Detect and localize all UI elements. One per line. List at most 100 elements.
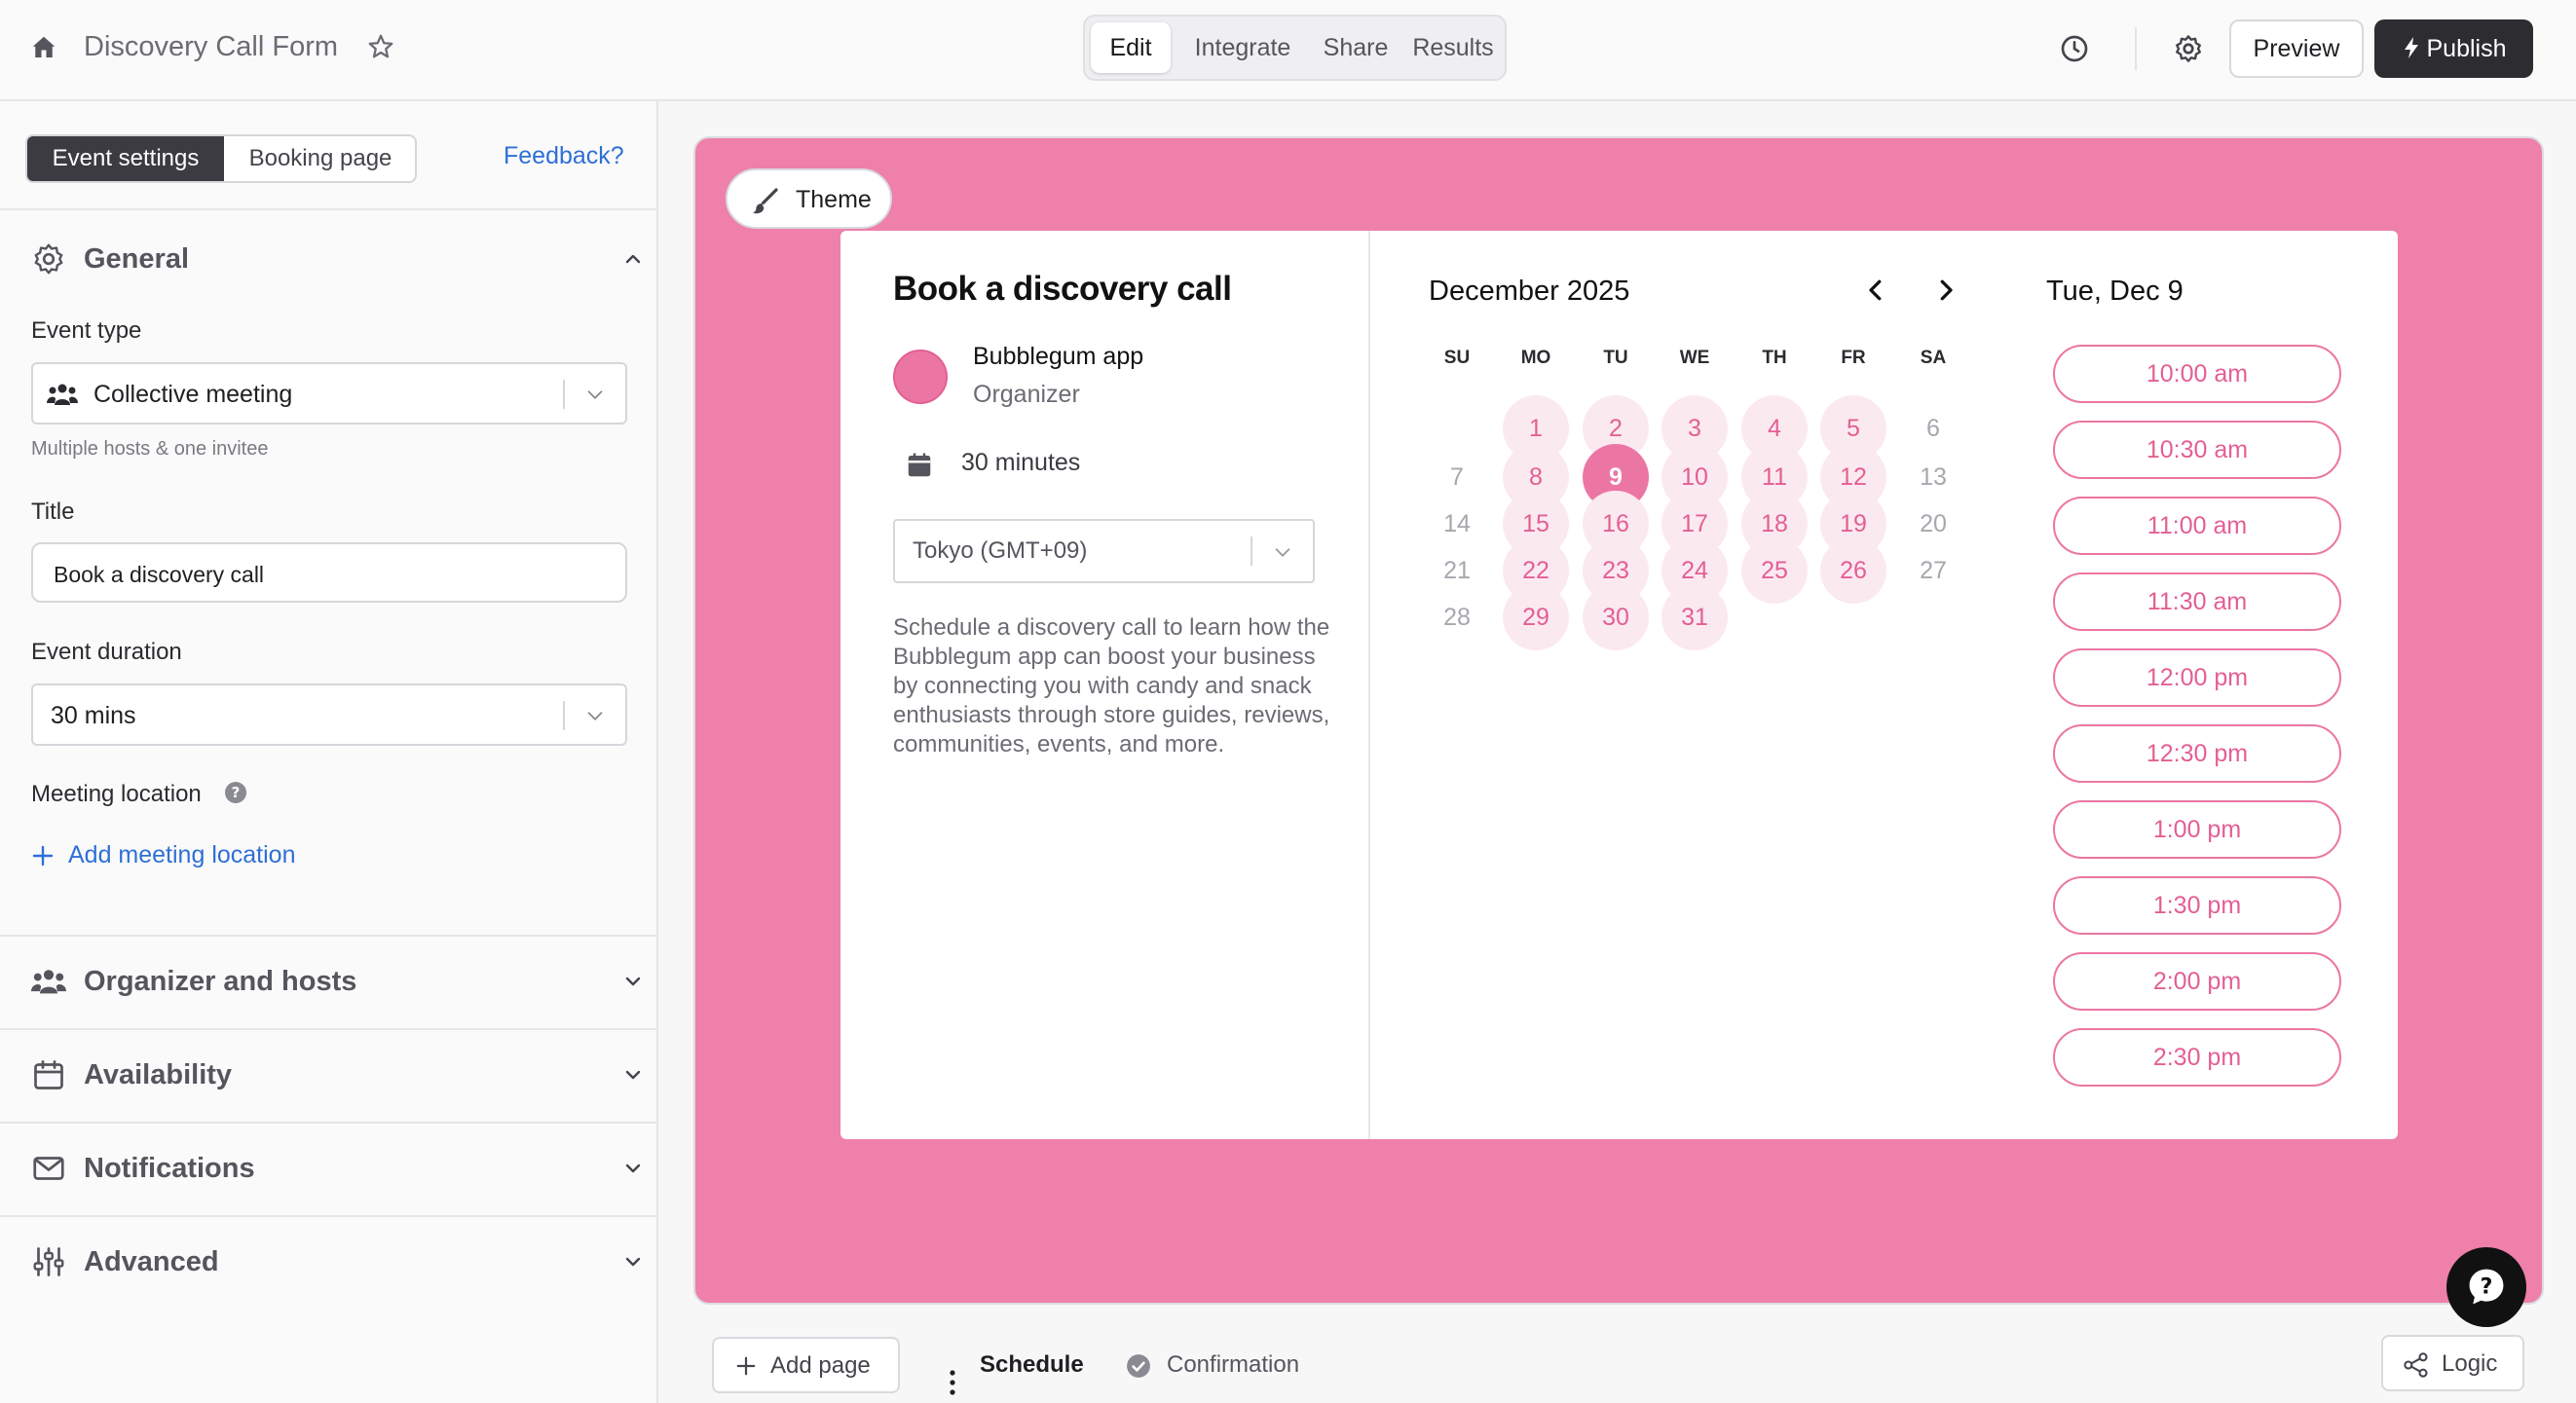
calendar-day: 21 <box>1443 557 1471 584</box>
booking-title: Book a discovery call <box>893 270 1232 308</box>
tab-event-settings[interactable]: Event settings <box>27 136 224 181</box>
section-organizer-header[interactable]: Organizer and hosts <box>31 960 645 1003</box>
feedback-link[interactable]: Feedback? <box>504 142 624 169</box>
divider <box>563 701 565 730</box>
time-slot-button[interactable]: 10:30 am <box>2053 421 2341 479</box>
star-icon[interactable] <box>366 32 395 61</box>
section-notifications-title: Notifications <box>84 1153 255 1184</box>
time-slot-button[interactable]: 11:00 am <box>2053 497 2341 555</box>
preview-button[interactable]: Preview <box>2229 19 2364 78</box>
calendar-day[interactable]: 31 <box>1661 584 1728 650</box>
section-availability-title: Availability <box>84 1059 233 1090</box>
history-icon[interactable] <box>2059 33 2090 64</box>
help-chat-button[interactable]: ? <box>2446 1247 2526 1327</box>
tab-results[interactable]: Results <box>1412 34 1494 61</box>
chevron-down-icon <box>1275 548 1290 557</box>
chat-help-icon: ? <box>2469 1269 2504 1305</box>
svg-text:?: ? <box>232 784 241 801</box>
calendar-day[interactable]: 26 <box>1820 537 1886 604</box>
weekday-label: FR <box>1841 348 1866 368</box>
paintbrush-icon <box>753 188 778 214</box>
divider <box>2135 27 2137 70</box>
location-label: Meeting location <box>31 781 202 807</box>
calendar-month: December 2025 <box>1429 276 1630 307</box>
calendar-day[interactable]: 29 <box>1503 584 1569 650</box>
title-input[interactable]: Book a discovery call <box>31 542 627 603</box>
page-tab-schedule[interactable]: Schedule <box>980 1351 1084 1378</box>
organizer-name: Bubblegum app <box>973 343 1144 370</box>
time-slot-button[interactable]: 10:00 am <box>2053 345 2341 403</box>
booking-card: Book a discovery call Bubblegum app Orga… <box>840 231 2398 1139</box>
publish-button[interactable]: Publish <box>2374 19 2533 78</box>
section-availability-header[interactable]: Availability <box>31 1053 645 1096</box>
chevron-left-icon[interactable] <box>1861 276 1890 305</box>
calendar-day[interactable]: 5 <box>1820 395 1886 462</box>
calendar-day: 7 <box>1450 463 1464 491</box>
time-slot-button[interactable]: 1:00 pm <box>2053 800 2341 859</box>
check-circle-icon <box>1127 1354 1150 1378</box>
time-slot-button[interactable]: 12:30 pm <box>2053 724 2341 783</box>
chevron-down-icon <box>587 712 603 720</box>
chevron-down-icon <box>625 1257 641 1267</box>
divider <box>1251 536 1252 566</box>
theme-button[interactable]: Theme <box>726 168 892 229</box>
time-slot-button[interactable]: 12:00 pm <box>2053 648 2341 707</box>
page-tab-confirmation[interactable]: Confirmation <box>1167 1351 1300 1378</box>
section-general-header[interactable]: General <box>31 238 645 280</box>
gear-icon <box>34 243 63 275</box>
gear-icon[interactable] <box>2173 33 2204 64</box>
more-options-icon[interactable] <box>944 1368 961 1397</box>
weekday-label: SA <box>1920 348 1947 368</box>
add-page-button[interactable]: Add page <box>712 1337 900 1393</box>
chevron-right-icon[interactable] <box>1931 276 1960 305</box>
time-slot-button[interactable]: 1:30 pm <box>2053 876 2341 935</box>
booking-description: Schedule a discovery call to learn how t… <box>893 614 1330 757</box>
event-type-select[interactable]: Collective meeting <box>31 362 627 425</box>
duration-text: 30 minutes <box>961 449 1081 476</box>
section-general-title: General <box>84 243 189 275</box>
duration-select[interactable]: 30 mins <box>31 683 627 746</box>
form-title[interactable]: Discovery Call Form <box>84 31 339 62</box>
weekday-label: TU <box>1603 348 1628 368</box>
sliders-icon <box>33 1247 64 1276</box>
tab-booking-page[interactable]: Booking page <box>248 145 392 171</box>
settings-tabs: Event settings Booking page <box>25 134 417 183</box>
calendar-day: 13 <box>1920 463 1947 491</box>
weekday-label: TH <box>1762 348 1787 368</box>
logic-button[interactable]: Logic <box>2381 1335 2524 1391</box>
timezone-select[interactable]: Tokyo (GMT+09) <box>893 519 1315 583</box>
calendar-day[interactable]: 30 <box>1583 584 1649 650</box>
divider <box>0 1215 656 1217</box>
help-icon[interactable]: ? <box>224 781 247 804</box>
section-advanced-header[interactable]: Advanced <box>31 1240 645 1283</box>
tab-edit[interactable]: Edit <box>1091 22 1171 73</box>
event-type-label: Event type <box>31 317 142 344</box>
time-slot-button[interactable]: 2:30 pm <box>2053 1028 2341 1087</box>
divider <box>0 935 656 937</box>
calendar-day: 28 <box>1443 604 1471 631</box>
section-advanced-title: Advanced <box>84 1246 219 1277</box>
chevron-down-icon <box>625 1163 641 1173</box>
time-slot-button[interactable]: 2:00 pm <box>2053 952 2341 1011</box>
section-organizer-title: Organizer and hosts <box>84 966 357 997</box>
divider <box>0 1122 656 1124</box>
section-notifications-header[interactable]: Notifications <box>31 1147 645 1190</box>
tab-share[interactable]: Share <box>1323 34 1389 61</box>
chevron-down-icon <box>625 977 641 986</box>
timezone-value: Tokyo (GMT+09) <box>913 537 1088 564</box>
chevron-up-icon <box>625 254 641 264</box>
users-icon <box>47 384 78 405</box>
settings-sidebar: Event settings Booking page Feedback? Ge… <box>0 101 658 1403</box>
calendar-day[interactable]: 25 <box>1741 537 1808 604</box>
publish-label: Publish <box>2426 35 2507 62</box>
chevron-down-icon <box>587 390 603 399</box>
time-slot-button[interactable]: 11:30 am <box>2053 572 2341 631</box>
add-meeting-location-label: Add meeting location <box>68 841 296 868</box>
mail-icon <box>33 1157 64 1180</box>
home-icon[interactable] <box>29 33 58 62</box>
calendar-day: 27 <box>1920 557 1947 584</box>
tab-integrate[interactable]: Integrate <box>1194 34 1291 61</box>
organizer-avatar <box>893 350 948 404</box>
divider <box>1368 231 1370 1139</box>
bolt-icon <box>2404 37 2418 59</box>
